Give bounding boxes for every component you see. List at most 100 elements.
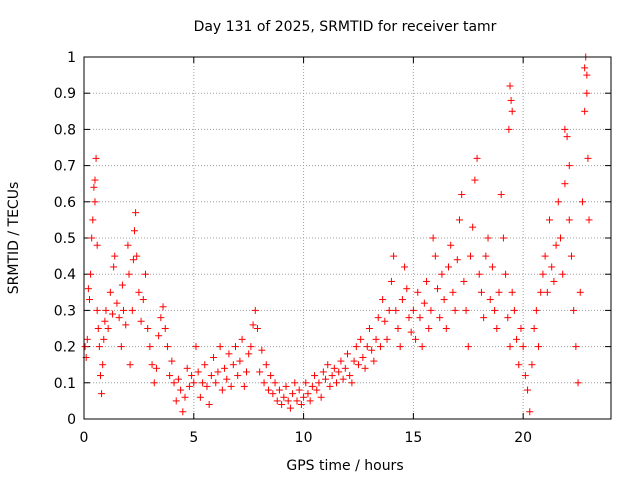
data-point [570, 306, 578, 314]
x-tick-label: 0 [80, 430, 89, 446]
data-point [234, 372, 242, 380]
data-point [561, 125, 569, 133]
data-point [245, 350, 253, 358]
data-point [528, 361, 536, 369]
data-point [506, 343, 514, 351]
data-point [163, 343, 171, 351]
data-point [212, 379, 220, 387]
data-point [453, 256, 461, 264]
data-point [350, 357, 358, 365]
x-tick-label: 20 [514, 430, 532, 446]
data-point [315, 379, 323, 387]
data-point [535, 343, 543, 351]
data-point [144, 325, 152, 332]
data-point [275, 386, 283, 394]
data-point [304, 390, 312, 398]
data-point [297, 401, 305, 409]
data-point [124, 241, 132, 249]
data-point [519, 343, 527, 351]
y-tick-label: 0.7 [54, 159, 76, 175]
data-point [374, 314, 382, 322]
data-point [262, 361, 270, 369]
data-point [576, 288, 584, 296]
data-point [100, 335, 108, 343]
data-point [236, 357, 244, 365]
data-point [319, 368, 327, 376]
data-point [306, 397, 314, 405]
data-point [96, 372, 104, 380]
data-point [113, 299, 121, 307]
data-point [504, 314, 512, 322]
data-point [359, 353, 367, 361]
data-point [429, 234, 437, 242]
data-point [122, 321, 130, 329]
data-point [341, 364, 349, 372]
data-point [462, 306, 470, 314]
data-point [256, 368, 264, 376]
x-tick-label: 10 [295, 430, 313, 446]
data-point [181, 393, 189, 401]
data-point [201, 361, 209, 369]
data-point [390, 252, 398, 260]
data-point [383, 335, 391, 343]
data-point [183, 364, 191, 372]
data-point [405, 314, 413, 322]
data-point [148, 361, 156, 369]
data-point [269, 390, 277, 398]
data-point [418, 343, 426, 351]
data-point [227, 382, 235, 390]
data-point [477, 288, 485, 296]
data-point [488, 263, 496, 271]
data-point [221, 364, 229, 372]
data-point [129, 256, 137, 264]
data-point [414, 288, 422, 296]
data-point [258, 346, 266, 354]
data-point [267, 372, 275, 380]
data-point [214, 368, 222, 376]
data-point [409, 306, 417, 314]
data-point [581, 64, 589, 72]
data-point [293, 397, 301, 405]
data-point [98, 390, 106, 398]
data-point [172, 397, 180, 405]
data-point [565, 216, 573, 224]
data-point [192, 343, 200, 351]
data-point [445, 263, 453, 271]
data-point [284, 397, 292, 405]
data-point [497, 191, 505, 199]
data-point [249, 321, 257, 329]
data-point [526, 408, 534, 416]
data-point [368, 346, 376, 354]
data-point [407, 328, 415, 336]
y-tick-label: 0.8 [54, 122, 76, 138]
data-point [442, 325, 450, 332]
data-point [506, 82, 514, 90]
data-point [260, 379, 268, 387]
data-point [396, 343, 404, 351]
data-point [91, 176, 99, 184]
data-point [194, 368, 202, 376]
data-point [87, 270, 95, 278]
data-point [188, 372, 196, 380]
data-point [185, 382, 193, 390]
data-point [280, 393, 288, 401]
data-point [387, 277, 395, 285]
data-point [203, 382, 211, 390]
data-point [216, 343, 224, 351]
data-point [578, 198, 586, 206]
data-point [554, 198, 562, 206]
data-point [291, 379, 299, 387]
data-point [537, 288, 545, 296]
data-point [328, 372, 336, 380]
data-point [337, 357, 345, 365]
data-point [174, 375, 182, 383]
data-point [240, 382, 248, 390]
data-point [434, 285, 442, 293]
data-point [372, 335, 380, 343]
data-point [572, 343, 580, 351]
data-point [282, 382, 290, 390]
data-point [308, 382, 316, 390]
data-point [376, 343, 384, 351]
data-point [120, 306, 128, 314]
data-point [295, 386, 303, 394]
